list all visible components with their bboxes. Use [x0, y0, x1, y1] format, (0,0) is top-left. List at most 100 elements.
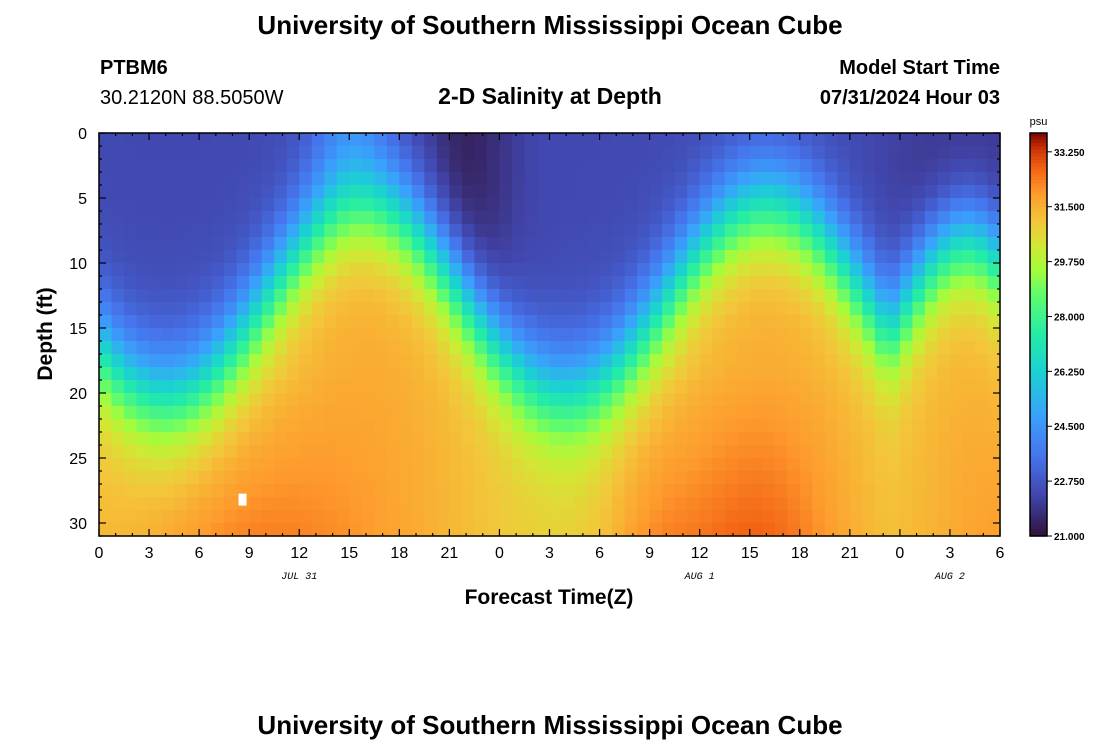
heatmap-cell — [236, 419, 250, 433]
heatmap-cell — [737, 237, 751, 251]
heatmap-cell — [511, 484, 526, 498]
colorbar-segment — [1030, 378, 1047, 383]
heatmap-cell — [899, 419, 913, 433]
heatmap-cell — [186, 198, 200, 212]
heatmap-cell — [649, 458, 663, 472]
heatmap-cell — [762, 146, 776, 160]
heatmap-cell — [699, 198, 713, 212]
heatmap-cell — [536, 328, 551, 342]
heatmap-cell — [311, 393, 325, 407]
heatmap-cell — [837, 380, 851, 394]
heatmap-cell — [536, 237, 551, 251]
heatmap-cell — [111, 289, 125, 303]
heatmap-cell — [274, 172, 288, 186]
heatmap-cell — [274, 146, 288, 160]
heatmap-cell — [199, 328, 213, 342]
heatmap-cell — [637, 224, 651, 238]
heatmap-cell — [511, 419, 526, 433]
heatmap-cell — [937, 133, 951, 147]
heatmap-cell — [436, 419, 450, 433]
heatmap-cell — [624, 341, 638, 355]
heatmap-cell — [261, 146, 275, 160]
heatmap-cell — [136, 471, 150, 485]
heatmap-cell — [499, 159, 513, 173]
heatmap-cell — [311, 445, 325, 459]
heatmap-cell — [724, 432, 738, 446]
heatmap-cell — [774, 354, 788, 368]
heatmap-cell — [436, 276, 450, 290]
heatmap-cell — [949, 458, 964, 472]
heatmap-cell — [449, 393, 463, 407]
heatmap-cell — [386, 133, 400, 147]
heatmap-cell — [712, 198, 726, 212]
heatmap-cell — [787, 276, 801, 290]
heatmap-cell — [274, 224, 288, 238]
heatmap-cell — [974, 393, 989, 407]
heatmap-cell — [286, 458, 300, 472]
heatmap-cell — [762, 328, 776, 342]
heatmap-cell — [562, 250, 576, 264]
heatmap-cell — [962, 133, 976, 147]
heatmap-cell — [286, 211, 300, 225]
heatmap-cell — [149, 484, 163, 498]
heatmap-cell — [449, 432, 463, 446]
heatmap-cell — [974, 497, 989, 511]
heatmap-cell — [336, 484, 350, 498]
heatmap-cell — [937, 315, 951, 329]
heatmap-cell — [662, 185, 676, 199]
heatmap-cell — [311, 250, 325, 264]
colorbar-segment — [1030, 478, 1047, 483]
heatmap-cell — [299, 211, 313, 225]
heatmap-cell — [824, 445, 838, 459]
colorbar: psu33.25031.50029.75028.00026.25024.5002… — [1029, 116, 1085, 543]
heatmap-cell — [449, 354, 463, 368]
heatmap-cell — [687, 328, 701, 342]
heatmap-cell — [99, 250, 113, 264]
heatmap-cell — [424, 276, 438, 290]
heatmap-cell — [599, 380, 613, 394]
x-tick-label: 0 — [495, 545, 504, 562]
heatmap-cell — [774, 172, 788, 186]
heatmap-cell — [987, 146, 1001, 160]
heatmap-cell — [161, 289, 175, 303]
heatmap-cell — [587, 432, 601, 446]
heatmap-cell — [912, 237, 926, 251]
heatmap-cell — [324, 367, 338, 381]
heatmap-cell — [536, 224, 551, 238]
heatmap-cell — [436, 263, 450, 277]
heatmap-cell — [887, 380, 901, 394]
colorbar-segment — [1030, 532, 1047, 537]
heatmap-cell — [849, 263, 863, 277]
heatmap-cell — [474, 523, 488, 537]
heatmap-cell — [974, 289, 989, 303]
heatmap-cell — [687, 484, 701, 498]
heatmap-cell — [386, 354, 400, 368]
heatmap-cell — [186, 159, 200, 173]
heatmap-cell — [386, 458, 400, 472]
heatmap-cell — [211, 367, 225, 381]
heatmap-cell — [399, 419, 413, 433]
heatmap-cell — [136, 224, 150, 238]
heatmap-cell — [324, 237, 338, 251]
heatmap-cell — [937, 445, 951, 459]
heatmap-cell — [862, 458, 876, 472]
heatmap-cell — [787, 510, 801, 524]
heatmap-cell — [461, 523, 476, 537]
heatmap-cell — [987, 211, 1001, 225]
heatmap-cell — [837, 302, 851, 316]
heatmap-cell — [862, 263, 876, 277]
x-tick-label: 15 — [741, 545, 759, 562]
heatmap-cell — [699, 497, 713, 511]
heatmap-cell — [474, 276, 488, 290]
heatmap-cell — [286, 276, 300, 290]
heatmap-cell — [236, 393, 250, 407]
heatmap-cell — [286, 523, 300, 537]
heatmap-cell — [812, 146, 826, 160]
heatmap-cell — [174, 146, 188, 160]
heatmap-cell — [436, 367, 450, 381]
heatmap-cell — [474, 289, 488, 303]
heatmap-cell — [186, 289, 200, 303]
heatmap-cell — [949, 341, 964, 355]
heatmap-cell — [349, 354, 363, 368]
